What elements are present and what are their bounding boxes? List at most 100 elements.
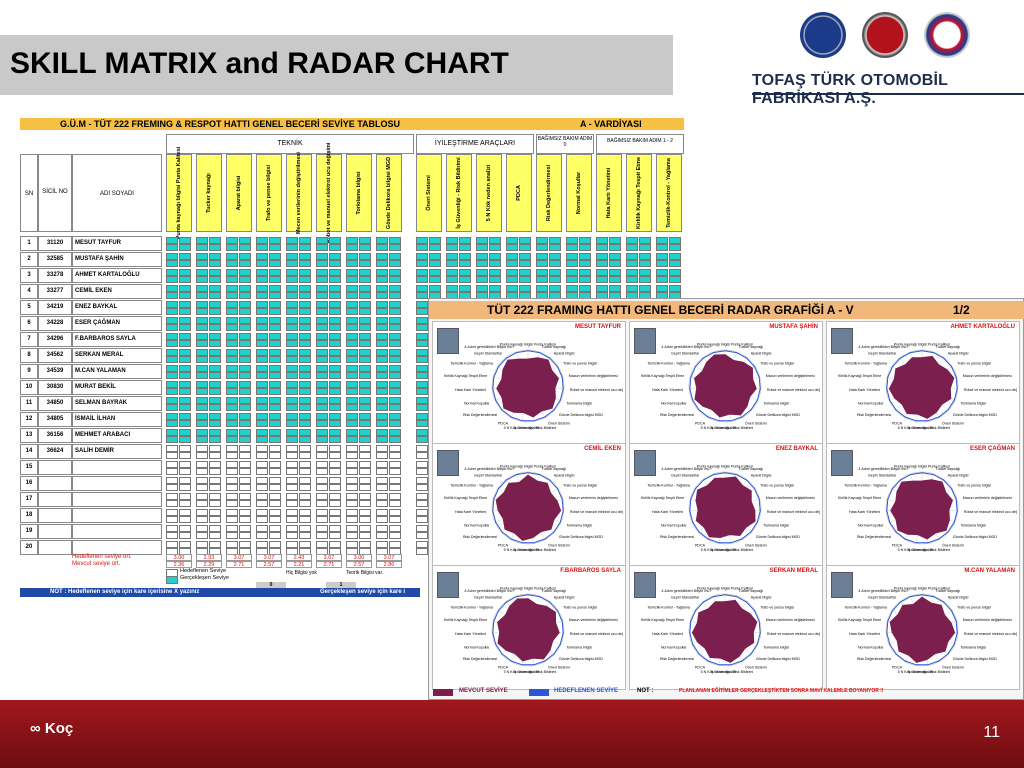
skill-checkbox[interactable] xyxy=(316,381,328,388)
skill-checkbox[interactable] xyxy=(196,308,208,315)
skill-checkbox[interactable] xyxy=(416,461,428,468)
skill-checkbox[interactable] xyxy=(359,461,371,468)
skill-checkbox[interactable] xyxy=(256,340,268,347)
skill-checkbox[interactable] xyxy=(376,260,388,267)
skill-checkbox[interactable] xyxy=(359,260,371,267)
skill-checkbox[interactable] xyxy=(609,260,621,267)
skill-checkbox[interactable] xyxy=(346,388,358,395)
skill-checkbox[interactable] xyxy=(459,237,471,244)
skill-checkbox[interactable] xyxy=(226,477,238,484)
skill-checkbox[interactable] xyxy=(656,244,668,251)
skill-checkbox[interactable] xyxy=(286,397,298,404)
skill-checkbox[interactable] xyxy=(226,260,238,267)
skill-checkbox[interactable] xyxy=(286,500,298,507)
skill-checkbox[interactable] xyxy=(256,461,268,468)
skill-checkbox[interactable] xyxy=(196,484,208,491)
skill-checkbox[interactable] xyxy=(179,349,191,356)
skill-checkbox[interactable] xyxy=(196,468,208,475)
skill-checkbox[interactable] xyxy=(226,349,238,356)
skill-checkbox[interactable] xyxy=(579,269,591,276)
skill-checkbox[interactable] xyxy=(536,260,548,267)
skill-checkbox[interactable] xyxy=(359,301,371,308)
skill-checkbox[interactable] xyxy=(226,397,238,404)
skill-checkbox[interactable] xyxy=(459,260,471,267)
skill-checkbox[interactable] xyxy=(196,372,208,379)
skill-checkbox[interactable] xyxy=(196,397,208,404)
skill-checkbox[interactable] xyxy=(359,413,371,420)
skill-checkbox[interactable] xyxy=(376,269,388,276)
skill-checkbox[interactable] xyxy=(316,349,328,356)
skill-checkbox[interactable] xyxy=(166,340,178,347)
skill-checkbox[interactable] xyxy=(669,285,681,292)
skill-checkbox[interactable] xyxy=(416,365,428,372)
skill-checkbox[interactable] xyxy=(166,324,178,331)
skill-checkbox[interactable] xyxy=(376,349,388,356)
skill-checkbox[interactable] xyxy=(196,509,208,516)
skill-checkbox[interactable] xyxy=(566,237,578,244)
skill-checkbox[interactable] xyxy=(256,333,268,340)
skill-checkbox[interactable] xyxy=(209,509,221,516)
skill-checkbox[interactable] xyxy=(256,237,268,244)
skill-checkbox[interactable] xyxy=(166,525,178,532)
skill-checkbox[interactable] xyxy=(316,317,328,324)
skill-checkbox[interactable] xyxy=(506,269,518,276)
skill-checkbox[interactable] xyxy=(316,260,328,267)
skill-checkbox[interactable] xyxy=(226,500,238,507)
skill-checkbox[interactable] xyxy=(389,413,401,420)
skill-checkbox[interactable] xyxy=(519,269,531,276)
skill-checkbox[interactable] xyxy=(346,420,358,427)
skill-checkbox[interactable] xyxy=(166,420,178,427)
skill-checkbox[interactable] xyxy=(656,237,668,244)
skill-checkbox[interactable] xyxy=(256,260,268,267)
skill-checkbox[interactable] xyxy=(196,237,208,244)
skill-checkbox[interactable] xyxy=(179,477,191,484)
skill-checkbox[interactable] xyxy=(346,365,358,372)
skill-checkbox[interactable] xyxy=(209,516,221,523)
skill-checkbox[interactable] xyxy=(256,445,268,452)
skill-checkbox[interactable] xyxy=(299,388,311,395)
skill-checkbox[interactable] xyxy=(459,276,471,283)
skill-checkbox[interactable] xyxy=(489,285,501,292)
skill-checkbox[interactable] xyxy=(269,525,281,532)
skill-checkbox[interactable] xyxy=(566,260,578,267)
skill-checkbox[interactable] xyxy=(316,429,328,436)
skill-checkbox[interactable] xyxy=(196,500,208,507)
skill-checkbox[interactable] xyxy=(389,356,401,363)
skill-checkbox[interactable] xyxy=(209,429,221,436)
skill-checkbox[interactable] xyxy=(376,276,388,283)
skill-checkbox[interactable] xyxy=(329,340,341,347)
skill-checkbox[interactable] xyxy=(359,477,371,484)
skill-checkbox[interactable] xyxy=(299,509,311,516)
skill-checkbox[interactable] xyxy=(256,381,268,388)
skill-checkbox[interactable] xyxy=(256,276,268,283)
skill-checkbox[interactable] xyxy=(286,244,298,251)
skill-checkbox[interactable] xyxy=(209,388,221,395)
skill-checkbox[interactable] xyxy=(269,532,281,539)
skill-checkbox[interactable] xyxy=(376,388,388,395)
skill-checkbox[interactable] xyxy=(269,356,281,363)
skill-checkbox[interactable] xyxy=(179,429,191,436)
skill-checkbox[interactable] xyxy=(179,381,191,388)
skill-checkbox[interactable] xyxy=(316,276,328,283)
skill-checkbox[interactable] xyxy=(179,285,191,292)
skill-checkbox[interactable] xyxy=(359,493,371,500)
skill-checkbox[interactable] xyxy=(656,260,668,267)
skill-checkbox[interactable] xyxy=(209,237,221,244)
skill-checkbox[interactable] xyxy=(416,269,428,276)
skill-checkbox[interactable] xyxy=(179,365,191,372)
skill-checkbox[interactable] xyxy=(239,445,251,452)
skill-checkbox[interactable] xyxy=(329,413,341,420)
skill-checkbox[interactable] xyxy=(196,445,208,452)
skill-checkbox[interactable] xyxy=(329,461,341,468)
skill-checkbox[interactable] xyxy=(329,372,341,379)
skill-checkbox[interactable] xyxy=(299,541,311,548)
skill-checkbox[interactable] xyxy=(476,253,488,260)
skill-checkbox[interactable] xyxy=(359,541,371,548)
skill-checkbox[interactable] xyxy=(416,276,428,283)
skill-checkbox[interactable] xyxy=(536,276,548,283)
skill-checkbox[interactable] xyxy=(579,276,591,283)
skill-checkbox[interactable] xyxy=(179,308,191,315)
skill-checkbox[interactable] xyxy=(196,541,208,548)
skill-checkbox[interactable] xyxy=(166,301,178,308)
skill-checkbox[interactable] xyxy=(299,285,311,292)
